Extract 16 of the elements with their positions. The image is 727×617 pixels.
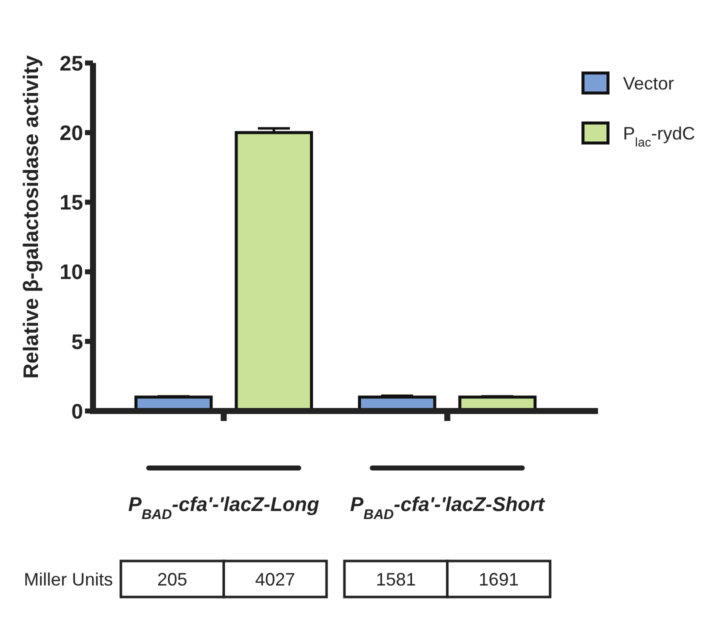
x-tick-label: P$_{BAD}$-cfa'-'lacZ-Long	[128, 494, 320, 522]
y-tick-label: 10	[60, 261, 83, 284]
y-tick-label: 0	[71, 400, 83, 424]
text: 205	[157, 569, 188, 590]
y-tick-label: 15	[60, 192, 84, 215]
text: 1581	[376, 569, 416, 590]
y-axis-title: Relative β-galactosidase activity	[20, 55, 43, 379]
text: 1691	[478, 569, 519, 590]
legend-label: Vector	[623, 73, 674, 94]
text: 4027	[255, 569, 296, 590]
y-tick-label: 5	[71, 330, 84, 354]
x-tick-label: P$_{BAD}$-cfa'-'lacZ-Short	[350, 494, 546, 522]
text: Miller Units	[24, 569, 113, 590]
y-tick-label: 20	[60, 122, 83, 145]
legend-label: P$_{lac}$-rydC	[623, 123, 696, 150]
y-tick-label: 25	[60, 52, 84, 76]
